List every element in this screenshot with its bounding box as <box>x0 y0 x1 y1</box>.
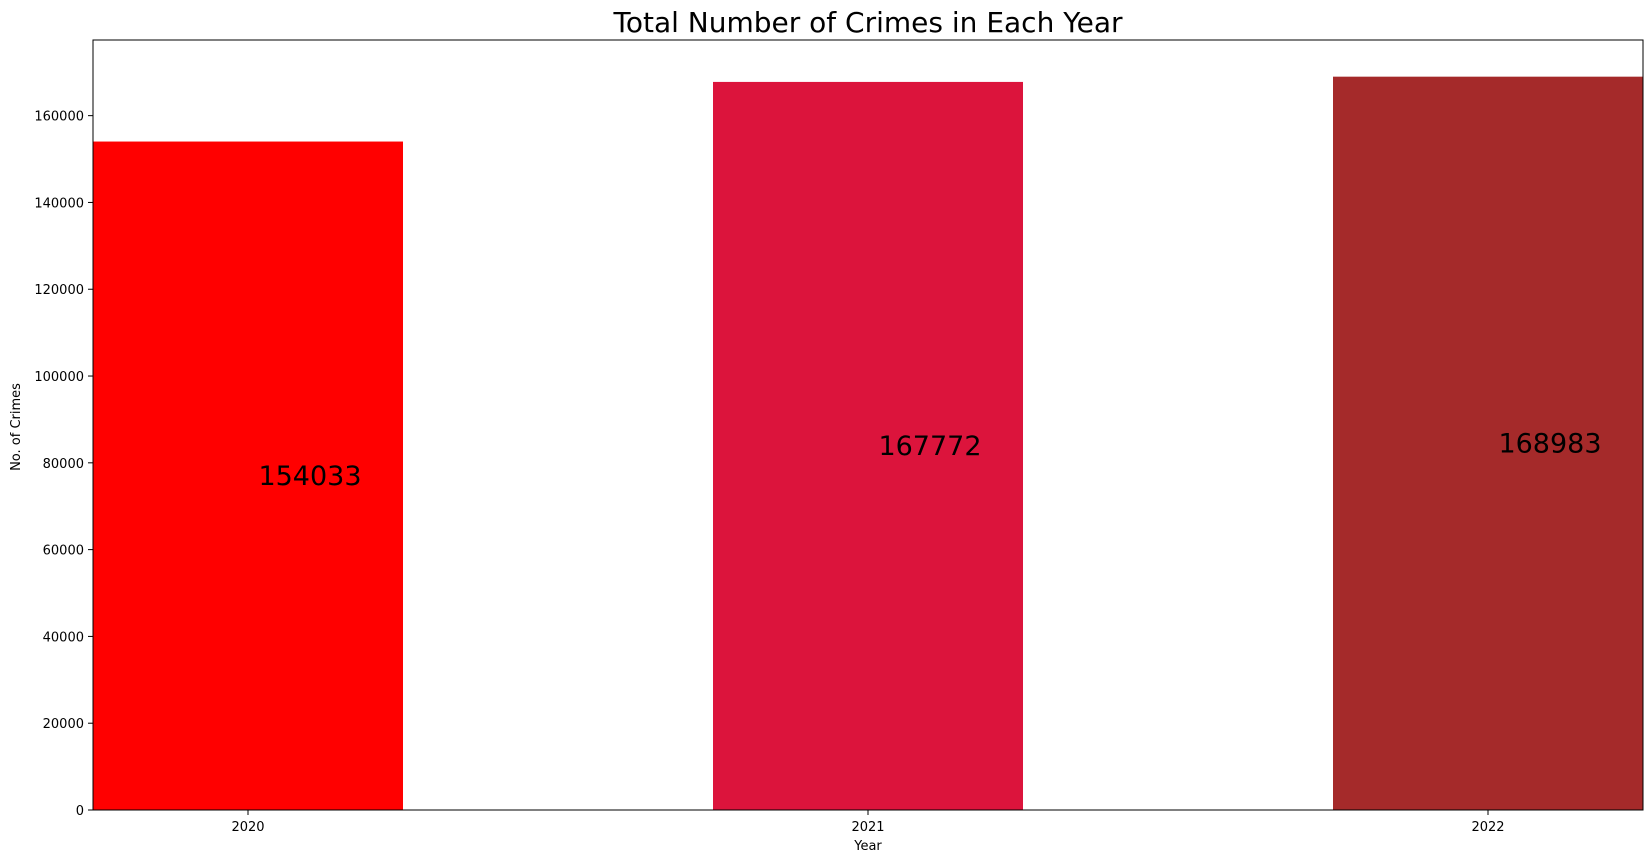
chart-title: Total Number of Crimes in Each Year <box>613 6 1123 39</box>
bar-2022 <box>1333 76 1643 811</box>
x-axis-label: Year <box>853 839 882 854</box>
bar-value-label-2021: 167772 <box>878 431 981 462</box>
x-tick-label-2020: 2020 <box>231 820 264 835</box>
bar-value-label-2022: 168983 <box>1498 428 1601 459</box>
value-labels-layer: 154033 167772 168983 <box>258 428 1601 491</box>
y-axis-label: No. of Crimes <box>9 383 24 471</box>
plot-area-frame <box>92 39 1644 811</box>
bars-layer <box>93 76 1643 811</box>
y-tick-label-140000: 140000 <box>34 196 84 211</box>
bar-2020 <box>93 141 403 810</box>
y-tick-label-40000: 40000 <box>43 630 84 645</box>
y-axis-ticks: 0 20000 40000 60000 80000 100000 120000 140000 1… <box>34 110 93 819</box>
y-tick-label-120000: 120000 <box>34 283 84 298</box>
y-tick-label-100000: 100000 <box>34 370 84 385</box>
y-tick-label-20000: 20000 <box>43 717 84 732</box>
y-tick-label-0: 0 <box>76 804 84 819</box>
x-axis-ticks: 2020 2021 2022 <box>231 810 1505 835</box>
y-tick-label-80000: 80000 <box>43 457 84 472</box>
x-tick-label-2022: 2022 <box>1471 820 1504 835</box>
bar-2021 <box>713 81 1023 811</box>
bar-value-label-2020: 154033 <box>258 461 361 492</box>
y-tick-label-160000: 160000 <box>34 110 84 125</box>
x-tick-label-2021: 2021 <box>851 820 884 835</box>
y-tick-label-60000: 60000 <box>43 544 84 559</box>
